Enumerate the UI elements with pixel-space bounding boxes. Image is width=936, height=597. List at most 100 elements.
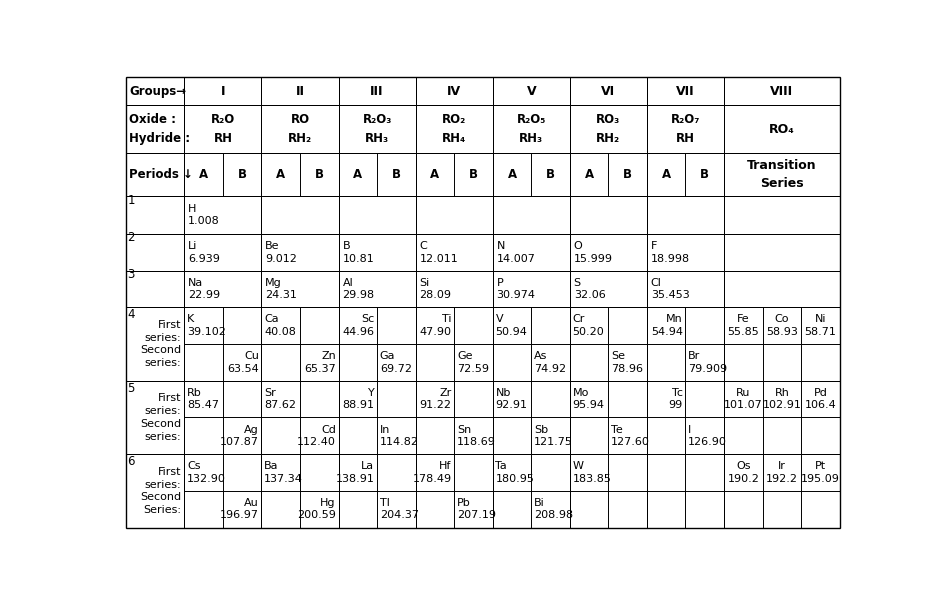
Text: Sc
44.96: Sc 44.96 bbox=[342, 315, 374, 337]
Text: K
39.102: K 39.102 bbox=[187, 315, 226, 337]
Text: IV: IV bbox=[446, 85, 461, 97]
Text: Oxide :
Hydride :: Oxide : Hydride : bbox=[129, 113, 190, 145]
Text: Mg
24.31: Mg 24.31 bbox=[265, 278, 297, 300]
Text: 5: 5 bbox=[127, 381, 135, 395]
Text: B
10.81: B 10.81 bbox=[342, 241, 373, 264]
Text: Pb
207.19: Pb 207.19 bbox=[457, 498, 495, 521]
Text: Ba
137.34: Ba 137.34 bbox=[264, 461, 302, 484]
Text: Transition
Series: Transition Series bbox=[746, 159, 816, 190]
Text: B: B bbox=[469, 168, 477, 181]
Text: Zn
65.37: Zn 65.37 bbox=[304, 351, 335, 374]
Text: Nb
92.91: Nb 92.91 bbox=[495, 388, 527, 410]
Text: Pd
106.4: Pd 106.4 bbox=[804, 388, 835, 410]
Text: 3: 3 bbox=[127, 268, 135, 281]
Text: W
183.85: W 183.85 bbox=[572, 461, 611, 484]
Text: V: V bbox=[526, 85, 535, 97]
Text: Fe
55.85: Fe 55.85 bbox=[726, 315, 758, 337]
Text: F
18.998: F 18.998 bbox=[651, 241, 689, 264]
Text: 6: 6 bbox=[127, 455, 135, 468]
Text: Groups→: Groups→ bbox=[129, 85, 186, 97]
Text: B: B bbox=[238, 168, 246, 181]
Text: Co
58.93: Co 58.93 bbox=[765, 315, 797, 337]
Text: Os
190.2: Os 190.2 bbox=[726, 461, 758, 484]
Text: B: B bbox=[314, 168, 324, 181]
Text: In
114.82: In 114.82 bbox=[379, 424, 418, 447]
Text: Cd
112.40: Cd 112.40 bbox=[297, 424, 335, 447]
Text: RO₄: RO₄ bbox=[768, 122, 794, 136]
Text: A: A bbox=[198, 168, 208, 181]
Text: Ge
72.59: Ge 72.59 bbox=[457, 351, 489, 374]
Text: Bi
208.98: Bi 208.98 bbox=[534, 498, 573, 521]
Text: A: A bbox=[584, 168, 593, 181]
Text: Br
79.909: Br 79.909 bbox=[687, 351, 726, 374]
Text: La
138.91: La 138.91 bbox=[335, 461, 374, 484]
Text: 2: 2 bbox=[127, 232, 135, 244]
Text: Cs
132.90: Cs 132.90 bbox=[187, 461, 226, 484]
Text: A: A bbox=[661, 168, 670, 181]
Text: R₂O
RH: R₂O RH bbox=[211, 113, 235, 145]
Text: RO
RH₂: RO RH₂ bbox=[287, 113, 312, 145]
Text: Na
22.99: Na 22.99 bbox=[188, 278, 220, 300]
Text: N
14.007: N 14.007 bbox=[496, 241, 534, 264]
Text: R₂O₃
RH₃: R₂O₃ RH₃ bbox=[362, 113, 391, 145]
Text: Ta
180.95: Ta 180.95 bbox=[495, 461, 534, 484]
Text: First
series:
Second
series:: First series: Second series: bbox=[140, 393, 182, 442]
Text: II: II bbox=[295, 85, 304, 97]
Text: Ir
192.2: Ir 192.2 bbox=[765, 461, 797, 484]
Text: Pt
195.09: Pt 195.09 bbox=[800, 461, 839, 484]
Text: Hf
178.49: Hf 178.49 bbox=[412, 461, 451, 484]
Text: I
126.90: I 126.90 bbox=[687, 424, 726, 447]
Text: Be
9.012: Be 9.012 bbox=[265, 241, 297, 264]
Text: Li
6.939: Li 6.939 bbox=[188, 241, 220, 264]
Text: RO₃
RH₂: RO₃ RH₂ bbox=[595, 113, 620, 145]
Text: B: B bbox=[391, 168, 401, 181]
Text: A: A bbox=[276, 168, 285, 181]
Text: Cu
63.54: Cu 63.54 bbox=[227, 351, 258, 374]
Text: S
32.06: S 32.06 bbox=[573, 278, 605, 300]
Text: Ca
40.08: Ca 40.08 bbox=[264, 315, 296, 337]
Text: Tc
99: Tc 99 bbox=[667, 388, 682, 410]
Text: B: B bbox=[622, 168, 632, 181]
Text: 4: 4 bbox=[127, 308, 135, 321]
Text: C
12.011: C 12.011 bbox=[419, 241, 458, 264]
Text: Mo
95.94: Mo 95.94 bbox=[572, 388, 604, 410]
Text: Cr
50.20: Cr 50.20 bbox=[572, 315, 604, 337]
Text: R₂O₇
RH: R₂O₇ RH bbox=[670, 113, 699, 145]
Text: Ru
101.07: Ru 101.07 bbox=[724, 388, 762, 410]
Text: Rh
102.91: Rh 102.91 bbox=[762, 388, 800, 410]
Text: RO₂
RH₄: RO₂ RH₄ bbox=[442, 113, 466, 145]
Text: B: B bbox=[699, 168, 709, 181]
Text: I: I bbox=[221, 85, 225, 97]
Text: P
30.974: P 30.974 bbox=[496, 278, 535, 300]
Text: H
1.008: H 1.008 bbox=[188, 204, 220, 226]
Text: VIII: VIII bbox=[769, 85, 793, 97]
Text: Tl
204.37: Tl 204.37 bbox=[379, 498, 418, 521]
Text: Zr
91.22: Zr 91.22 bbox=[419, 388, 451, 410]
Text: First
series:
Second
series:: First series: Second series: bbox=[140, 320, 182, 368]
Text: Ni
58.71: Ni 58.71 bbox=[804, 315, 836, 337]
Text: Si
28.09: Si 28.09 bbox=[419, 278, 451, 300]
Text: Te
127.60: Te 127.60 bbox=[610, 424, 650, 447]
Text: Au
196.97: Au 196.97 bbox=[220, 498, 258, 521]
Text: Hg
200.59: Hg 200.59 bbox=[297, 498, 335, 521]
Text: Periods ↓: Periods ↓ bbox=[129, 168, 193, 181]
Text: VII: VII bbox=[676, 85, 695, 97]
Text: Rb
85.47: Rb 85.47 bbox=[187, 388, 219, 410]
Text: Ti
47.90: Ti 47.90 bbox=[419, 315, 451, 337]
Text: VI: VI bbox=[601, 85, 615, 97]
Text: A: A bbox=[507, 168, 516, 181]
Text: III: III bbox=[370, 85, 384, 97]
Text: Al
29.98: Al 29.98 bbox=[342, 278, 374, 300]
Text: 1: 1 bbox=[127, 193, 135, 207]
Text: A: A bbox=[430, 168, 439, 181]
Text: First
series:
Second
Series:: First series: Second Series: bbox=[140, 467, 182, 515]
Text: Ga
69.72: Ga 69.72 bbox=[379, 351, 411, 374]
Text: Cl
35.453: Cl 35.453 bbox=[651, 278, 689, 300]
Text: Se
78.96: Se 78.96 bbox=[610, 351, 642, 374]
Text: Y
88.91: Y 88.91 bbox=[342, 388, 374, 410]
Text: V
50.94: V 50.94 bbox=[495, 315, 527, 337]
Text: Sr
87.62: Sr 87.62 bbox=[264, 388, 296, 410]
Text: B: B bbox=[546, 168, 554, 181]
Text: Sn
118.69: Sn 118.69 bbox=[457, 424, 495, 447]
Text: As
74.92: As 74.92 bbox=[534, 351, 565, 374]
